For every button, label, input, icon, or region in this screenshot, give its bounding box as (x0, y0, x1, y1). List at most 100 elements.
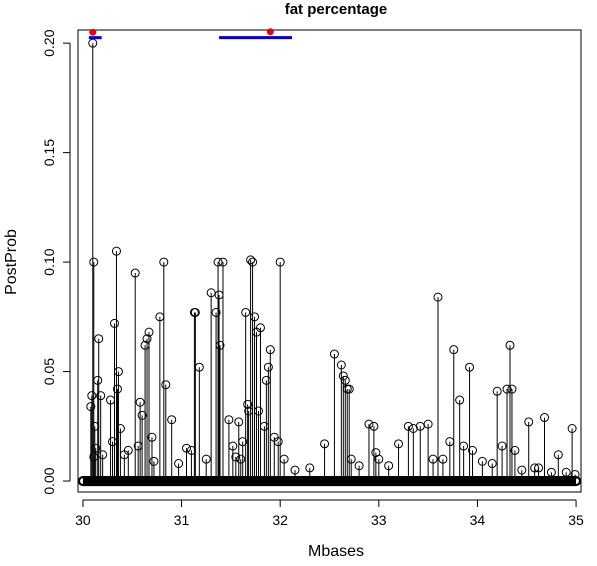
data-point (502, 384, 512, 394)
data-point (238, 437, 248, 447)
data-point (109, 318, 119, 328)
x-tick-label: 34 (470, 512, 486, 528)
data-point (140, 340, 150, 350)
data-point (255, 323, 265, 333)
data-point (86, 402, 96, 412)
data-point (253, 406, 263, 416)
data-point (181, 443, 191, 453)
plot-frame (77, 29, 582, 493)
data-point (89, 452, 99, 462)
data-point (218, 257, 228, 267)
data-point (186, 445, 196, 455)
points-layer (77, 38, 582, 487)
data-point (534, 463, 544, 473)
data-point (505, 340, 515, 350)
data-point (364, 419, 374, 429)
data-point (215, 340, 225, 350)
data-point (338, 371, 348, 381)
data-point (438, 454, 448, 464)
data-point (211, 307, 221, 317)
data-point (133, 441, 143, 451)
data-point (144, 327, 154, 337)
peaks-layer (89, 28, 274, 36)
y-tick-label: 0.10 (41, 248, 57, 275)
data-point (213, 257, 223, 267)
data-point (403, 421, 413, 431)
x-tick-label: 32 (272, 512, 288, 528)
data-point (259, 421, 269, 431)
data-point (346, 454, 356, 464)
data-point (459, 441, 469, 451)
data-point (248, 257, 258, 267)
data-point (98, 450, 108, 460)
data-point (553, 450, 563, 460)
data-point (275, 257, 285, 267)
data-point (246, 255, 256, 265)
data-point (234, 417, 244, 427)
data-point (570, 469, 580, 479)
data-point (93, 375, 103, 385)
data-point (142, 334, 152, 344)
data-point (477, 456, 487, 466)
data-point (115, 424, 125, 434)
data-point (174, 459, 184, 469)
data-point (96, 391, 106, 401)
data-point (428, 454, 438, 464)
data-point (530, 463, 540, 473)
data-point (497, 441, 507, 451)
data-point (194, 362, 204, 372)
data-point (167, 415, 177, 425)
data-point (89, 257, 99, 267)
data-point (540, 413, 550, 423)
data-point (244, 406, 254, 416)
data-point (354, 461, 364, 471)
x-axis-label: Mbases (308, 543, 364, 560)
data-point (91, 443, 101, 453)
data-point (329, 349, 339, 359)
data-point (87, 391, 97, 401)
data-point (423, 419, 433, 429)
data-point (263, 362, 273, 372)
data-point (201, 454, 211, 464)
data-point (108, 437, 118, 447)
data-point (305, 463, 315, 473)
data-point (236, 454, 246, 464)
data-point (340, 375, 350, 385)
data-point (561, 467, 571, 477)
data-point (250, 312, 260, 322)
data-point (546, 467, 556, 477)
data-point (449, 345, 459, 355)
data-point (130, 268, 140, 278)
data-point (320, 439, 330, 449)
data-point (517, 465, 527, 475)
y-axis-label: PostProb (3, 229, 20, 295)
x-tick-label: 30 (75, 512, 91, 528)
data-point (243, 399, 253, 409)
data-point (214, 290, 224, 300)
data-point (336, 360, 346, 370)
data-point (159, 257, 169, 267)
baseline-points (77, 475, 582, 487)
x-axis: 30 31 32 33 34 35 (75, 499, 584, 528)
data-point (113, 367, 123, 377)
y-axis: 0.00 0.05 0.10 0.15 0.20 (41, 29, 71, 495)
data-point (344, 384, 354, 394)
data-point (507, 384, 517, 394)
data-point (492, 386, 502, 396)
data-point (112, 384, 122, 394)
data-point (149, 456, 159, 466)
data-point (135, 397, 145, 407)
data-point (290, 465, 300, 475)
data-point (94, 334, 104, 344)
data-point (123, 445, 133, 455)
x-tick-label: 31 (174, 512, 190, 528)
data-point (273, 437, 283, 447)
data-point (155, 312, 165, 322)
x-tick-label: 33 (371, 512, 387, 528)
peak-marker (266, 28, 274, 36)
data-point (261, 375, 271, 385)
data-point (465, 362, 475, 372)
data-point (455, 395, 465, 405)
y-tick-label: 0.00 (41, 467, 57, 494)
